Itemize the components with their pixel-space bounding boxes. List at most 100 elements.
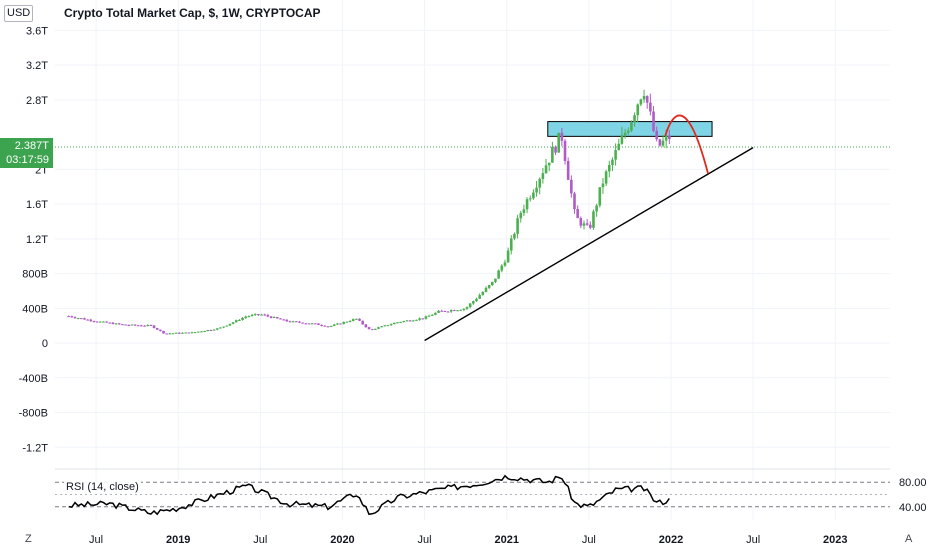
candle-body (238, 319, 241, 321)
candle-body (253, 314, 257, 316)
candle-body (592, 211, 595, 228)
candle-body (389, 324, 393, 326)
candle-body (99, 321, 102, 323)
x-tick-label: 2023 (823, 534, 847, 546)
candle-body (301, 322, 304, 324)
rsi-line (68, 474, 670, 516)
y-tick-label: 1.6T (26, 199, 48, 211)
candle-body (538, 178, 542, 188)
candle-body (165, 333, 168, 335)
candle-body (247, 316, 251, 318)
candle-body (231, 322, 235, 324)
candle-body (298, 321, 301, 323)
candle-body (361, 320, 364, 325)
candle-body (358, 318, 361, 321)
candle-body (282, 319, 285, 321)
candle-body (203, 331, 206, 333)
candle-body (269, 316, 273, 318)
candle-body (589, 224, 592, 228)
candle-body (487, 285, 491, 288)
rsi-pane: 80.00 40.00 (55, 474, 927, 516)
x-tick-label: 2020 (330, 534, 354, 546)
candle-body (494, 278, 497, 282)
candle-body (326, 326, 330, 328)
candle-body (250, 314, 254, 317)
candle-body (276, 317, 279, 319)
candle-body (181, 332, 184, 334)
candle-body (585, 223, 589, 225)
candle-body (162, 330, 165, 334)
x-tick-label: 2019 (166, 534, 190, 546)
last-price-value: 2.387T (14, 140, 49, 152)
candle-body (554, 147, 557, 153)
chart-title: Crypto Total Market Cap, $, 1W, CRYPTOCA… (64, 6, 321, 20)
candle-body (645, 96, 649, 103)
grid (55, 0, 890, 520)
candle-body (168, 333, 172, 335)
candle-body (639, 99, 643, 105)
candle-body (560, 132, 564, 141)
candle-body (478, 295, 481, 299)
candle-body (528, 198, 532, 200)
candle-body (114, 323, 118, 325)
zoom-button[interactable]: Z (25, 533, 32, 545)
candle-body (95, 321, 99, 323)
candle-body (573, 193, 576, 210)
y-tick-label: 0 (42, 338, 48, 350)
candle-body (399, 321, 402, 323)
rsi-tick-label: 80.00 (899, 477, 927, 489)
candle-body (547, 162, 551, 166)
projection-arc (664, 114, 709, 174)
candle-body (497, 270, 500, 279)
candle-body (661, 140, 665, 146)
rsi-tick-label: 40.00 (899, 502, 927, 514)
y-axis: 3.6T3.2T2.8T2T1.6T1.2T800B400B0-400B-800… (19, 25, 49, 454)
candle-body (209, 329, 213, 331)
candle-body (446, 311, 450, 313)
candle-body (617, 143, 621, 151)
candle-body (130, 324, 134, 326)
y-tick-label: 2.8T (26, 95, 48, 107)
candle-body (443, 310, 447, 312)
candle-body (313, 323, 317, 325)
candle-body (386, 325, 390, 327)
candle-body (67, 316, 70, 318)
candle-body (317, 323, 320, 325)
candle-body (228, 323, 232, 326)
currency-selector[interactable]: USD (4, 5, 34, 22)
candle-body (187, 332, 191, 334)
candle-body (459, 309, 462, 311)
candle-body (86, 319, 89, 321)
candle-body (421, 318, 425, 320)
candle-body (332, 324, 336, 326)
candle-body (566, 160, 570, 180)
candle-body (626, 130, 630, 133)
candle-body (579, 218, 583, 226)
candle-body (329, 325, 333, 327)
rsi-legend[interactable]: RSI (14, close) (64, 481, 141, 493)
bar-countdown: 03:17:59 (6, 154, 49, 166)
candle-body (197, 331, 200, 333)
candle-body (288, 321, 292, 323)
candle-body (171, 333, 175, 335)
candle-body (76, 318, 80, 320)
candle-body (190, 332, 194, 334)
candle-body (430, 314, 434, 316)
candle-body (133, 324, 137, 326)
auto-scale-button[interactable]: A (905, 533, 913, 545)
candle-body (535, 187, 538, 193)
x-tick-label: Jul (89, 534, 103, 546)
candle-body (143, 325, 146, 327)
candle-body (541, 173, 545, 179)
candle-body (453, 310, 456, 312)
candle-body (342, 321, 346, 324)
candle-body (611, 159, 614, 165)
x-tick-label: Jul (253, 534, 267, 546)
candle-body (266, 315, 270, 317)
y-tick-label: 1.2T (26, 234, 48, 246)
candle-body (396, 322, 399, 324)
candle-body (102, 321, 105, 323)
candle-body (522, 209, 526, 213)
candle-body (402, 321, 406, 323)
